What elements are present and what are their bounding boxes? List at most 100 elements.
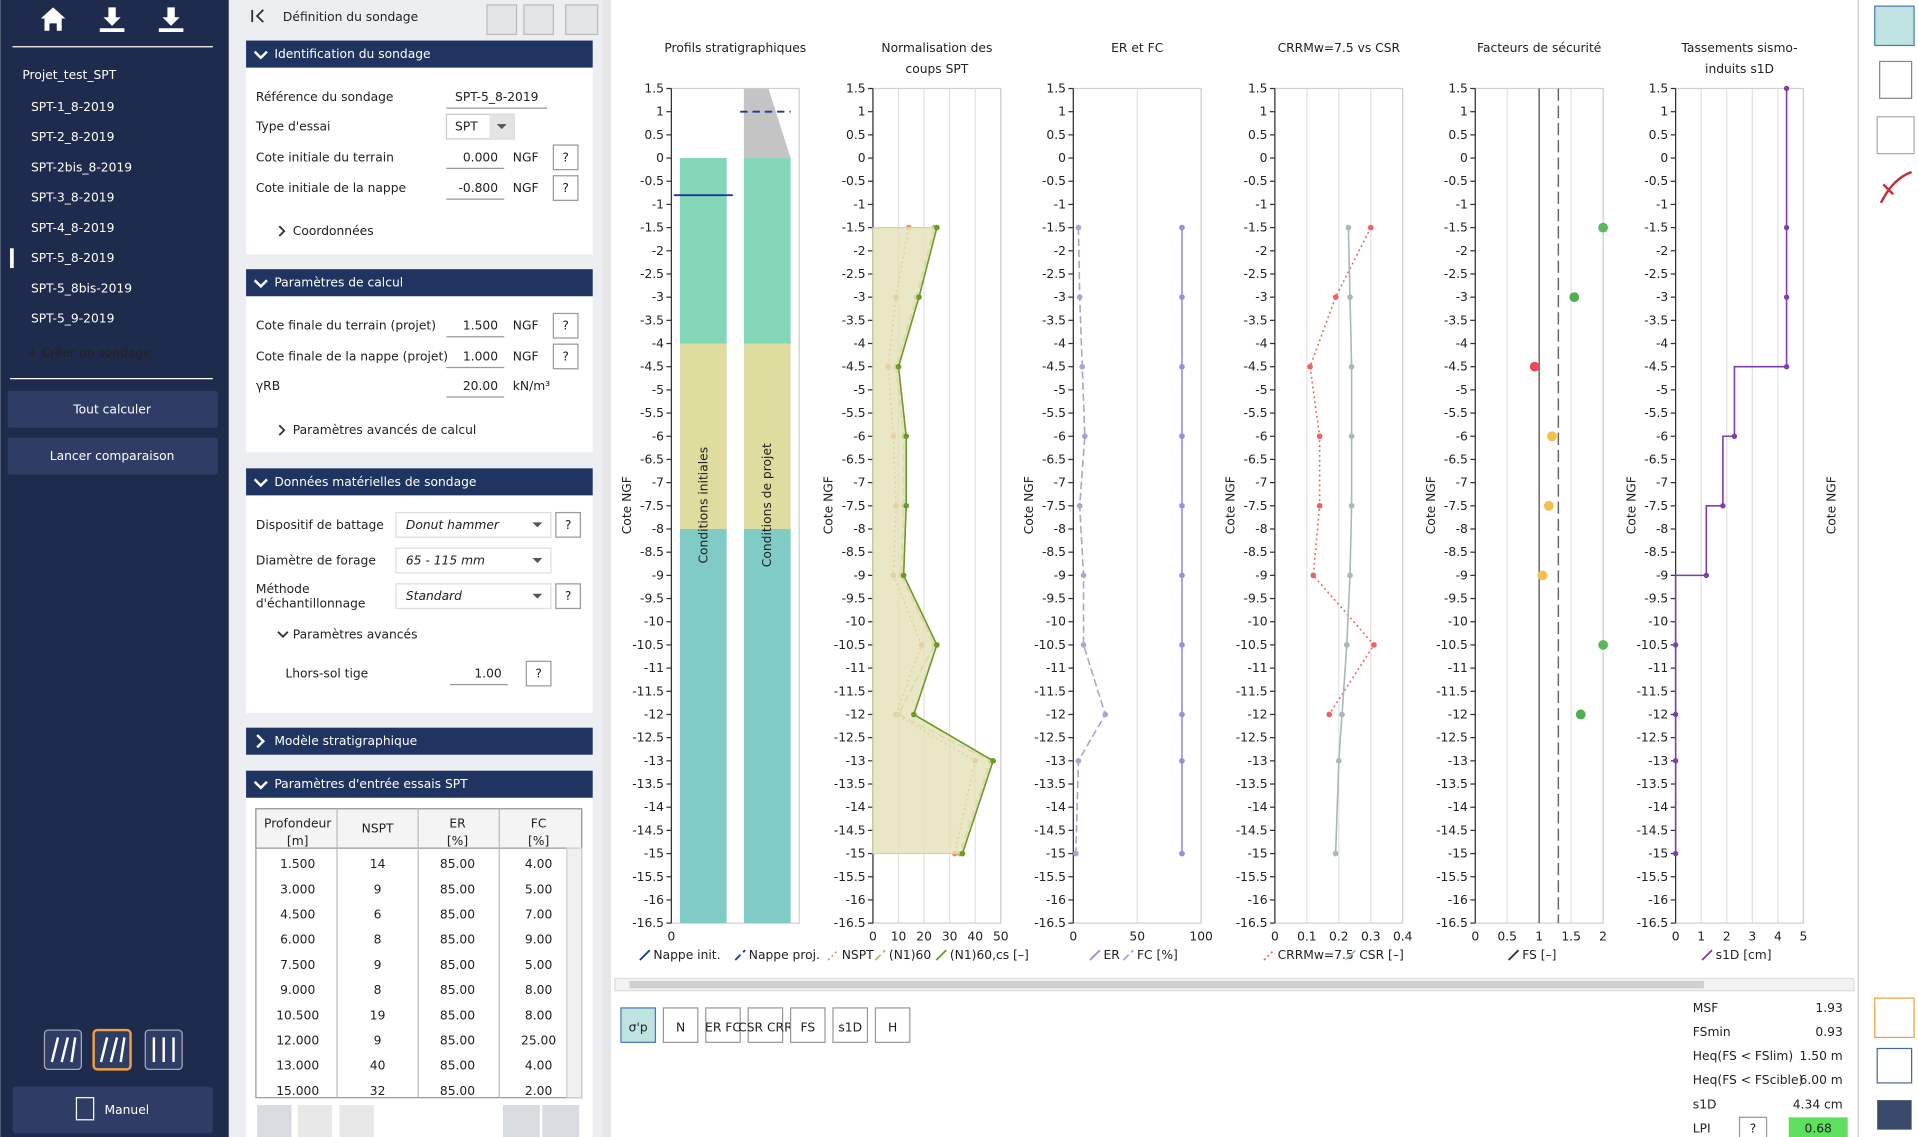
- y-tick-label: -3: [1054, 290, 1066, 304]
- field-value[interactable]: 1.000: [463, 349, 498, 363]
- field-value[interactable]: Standard: [406, 589, 462, 603]
- collapse-icon[interactable]: [251, 9, 264, 23]
- field-value[interactable]: 65 - 115 mm: [406, 554, 485, 568]
- help-button[interactable]: [1738, 1116, 1768, 1137]
- view-icon[interactable]: [789, 1007, 826, 1043]
- section-header[interactable]: [246, 727, 593, 755]
- panel-scrollbar[interactable]: [602, 0, 612, 1137]
- help-label[interactable]: ?: [1750, 1121, 1757, 1135]
- sondage-item[interactable]: SPT-4_8-2019: [31, 221, 114, 235]
- help-label[interactable]: ?: [565, 589, 572, 603]
- y-tick-label: -7.5: [1042, 499, 1066, 513]
- fs-point: [1598, 222, 1609, 233]
- help-label[interactable]: ?: [562, 150, 569, 164]
- y-tick-label: -13: [846, 754, 866, 768]
- sondage-item[interactable]: SPT-5_9-2019: [31, 312, 114, 326]
- section-header[interactable]: [246, 770, 593, 798]
- info-button[interactable]: [565, 4, 599, 36]
- expand-link[interactable]: Paramètres avancés: [293, 627, 418, 641]
- table-tool-button[interactable]: [542, 1105, 580, 1137]
- tool-icon[interactable]: [1874, 5, 1915, 47]
- view-icon-label[interactable]: CSR CRR: [738, 1021, 793, 1035]
- field-value[interactable]: 0.000: [463, 150, 498, 164]
- field-unit: NGF: [513, 319, 539, 333]
- tool-icon[interactable]: [1876, 116, 1915, 155]
- sondage-item[interactable]: SPT-3_8-2019: [31, 191, 114, 205]
- view-icon-label[interactable]: FS: [800, 1021, 815, 1035]
- field-value[interactable]: SPT-5_8-2019: [455, 90, 538, 104]
- copy-button[interactable]: [486, 4, 518, 36]
- section-header[interactable]: [246, 269, 593, 297]
- field-value[interactable]: 1.500: [463, 319, 498, 333]
- view-icon[interactable]: [620, 1007, 657, 1043]
- view-icon[interactable]: [747, 1007, 784, 1043]
- delete-button[interactable]: [523, 4, 554, 36]
- home-icon[interactable]: [40, 7, 66, 31]
- manual-button[interactable]: [12, 1086, 213, 1134]
- select-box[interactable]: [395, 583, 552, 610]
- tool-icon[interactable]: [1879, 60, 1913, 99]
- tool-icon[interactable]: [1874, 997, 1915, 1039]
- sondage-item[interactable]: SPT-5_8bis-2019: [31, 281, 132, 295]
- help-label[interactable]: ?: [565, 518, 572, 532]
- scroll-thumb[interactable]: [629, 980, 1704, 989]
- view-icon-label[interactable]: s1D: [838, 1021, 862, 1035]
- select-box[interactable]: [395, 547, 552, 574]
- field-value[interactable]: SPT: [455, 120, 478, 134]
- axis-label: Cote NGF: [1424, 476, 1438, 534]
- view-icon[interactable]: [874, 1007, 911, 1043]
- help-button[interactable]: [552, 175, 579, 201]
- help-label[interactable]: ?: [535, 667, 542, 681]
- download-all-icon[interactable]: [158, 7, 184, 32]
- download-icon[interactable]: [99, 7, 125, 32]
- view-icon-label[interactable]: H: [888, 1021, 897, 1035]
- view-icon-label[interactable]: ER FC: [705, 1021, 741, 1035]
- table-scrollbar[interactable]: [566, 847, 583, 1099]
- help-button[interactable]: [555, 583, 582, 610]
- field-value[interactable]: Donut hammer: [406, 518, 500, 532]
- layout-icon[interactable]: [43, 1029, 82, 1071]
- button-label[interactable]: Lancer comparaison: [50, 449, 175, 463]
- view-icon-label[interactable]: σ'p: [629, 1021, 648, 1035]
- y-tick-label: -16: [644, 893, 664, 907]
- create-link[interactable]: + Créer un sondage: [27, 346, 150, 360]
- select-box[interactable]: [395, 511, 552, 538]
- help-button[interactable]: [552, 144, 579, 171]
- sondage-item[interactable]: SPT-2_8-2019: [31, 130, 114, 144]
- help-button[interactable]: [525, 660, 552, 687]
- tool-icon[interactable]: [1879, 170, 1913, 204]
- action-button[interactable]: [7, 437, 218, 475]
- manual-label[interactable]: Manuel: [105, 1103, 150, 1117]
- help-label[interactable]: ?: [562, 349, 569, 363]
- table-tool-button[interactable]: [339, 1105, 374, 1137]
- section-header[interactable]: [246, 468, 593, 496]
- y-tick-label: -8: [652, 522, 664, 536]
- help-button[interactable]: [552, 312, 579, 339]
- button-label[interactable]: Tout calculer: [72, 402, 152, 416]
- expand-link[interactable]: Paramètres avancés de calcul: [293, 423, 477, 437]
- sondage-item[interactable]: SPT-2bis_8-2019: [31, 160, 132, 174]
- sondage-item[interactable]: SPT-1_8-2019: [31, 100, 114, 114]
- print-icon[interactable]: [1877, 1100, 1912, 1130]
- help-label[interactable]: ?: [562, 319, 569, 333]
- layout-icon[interactable]: [92, 1028, 132, 1071]
- table-tool-button[interactable]: [502, 1105, 540, 1137]
- view-icon-label[interactable]: N: [676, 1021, 685, 1035]
- field-value[interactable]: 1.00: [474, 667, 501, 681]
- field-value[interactable]: -0.800: [458, 181, 498, 195]
- view-icon[interactable]: [832, 1007, 869, 1043]
- table-tool-button[interactable]: [297, 1105, 333, 1137]
- table-icon[interactable]: [1876, 1047, 1913, 1084]
- table-tool-button[interactable]: [257, 1105, 292, 1137]
- sondage-item[interactable]: SPT-5_8-2019: [31, 251, 114, 265]
- section-header[interactable]: [246, 40, 593, 68]
- view-icon[interactable]: [705, 1007, 741, 1043]
- help-label[interactable]: ?: [562, 181, 569, 195]
- y-tick-label: -4.5: [1444, 360, 1468, 374]
- view-icon[interactable]: [662, 1007, 699, 1043]
- expand-link[interactable]: Coordonnées: [293, 224, 374, 238]
- field-value[interactable]: 20.00: [463, 379, 498, 393]
- action-button[interactable]: [7, 390, 218, 428]
- help-button[interactable]: [552, 343, 579, 370]
- help-button[interactable]: [555, 511, 582, 538]
